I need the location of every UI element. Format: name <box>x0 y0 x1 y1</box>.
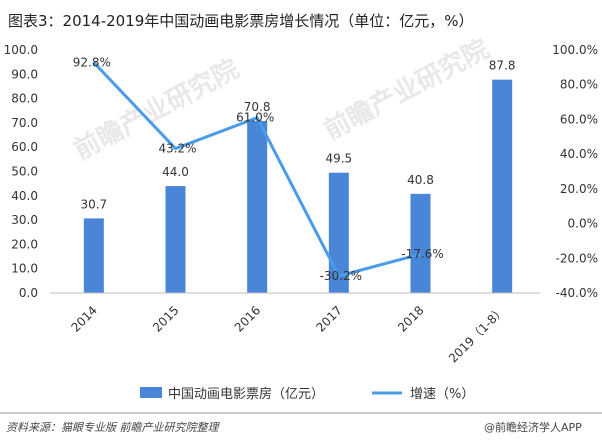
bar-data-label: 44.0 <box>162 165 189 179</box>
bar <box>247 120 268 294</box>
line-data-label: 43.2% <box>158 142 196 156</box>
y-right-tick-label: 80.0% <box>560 78 598 92</box>
y-left-tick-label: 30.0 <box>11 213 38 227</box>
bar <box>83 218 104 293</box>
y-left-tick-label: 70.0 <box>11 116 38 130</box>
y-left-tick-label: 0.0 <box>19 286 38 300</box>
x-tick-label: 2015 <box>150 303 181 334</box>
y-right-tick-label: 20.0% <box>560 182 598 196</box>
y-left-tick-label: 50.0 <box>11 165 38 179</box>
bar-data-label: 70.8 <box>244 100 271 114</box>
footer-brand: @前瞻经济学人APP <box>484 420 582 434</box>
bar-series: 30.7 44.0 70.8 49.5 40.8 87.8 <box>80 59 516 294</box>
chart-title: 图表3：2014-2019年中国动画电影票房增长情况（单位：亿元，%） <box>8 12 474 30</box>
y-left-tick-label: 60.0 <box>11 140 38 154</box>
bar-data-label: 40.8 <box>407 173 434 187</box>
y-right-tick-label: 40.0% <box>560 147 598 161</box>
y-left-tick-label: 80.0 <box>11 92 38 106</box>
x-tick-label: 2018 <box>395 303 426 334</box>
watermark-left: 前瞻产业研究院 <box>69 53 244 166</box>
legend-swatch-bar <box>140 387 162 398</box>
y-right-tick-label: 60.0% <box>560 112 598 126</box>
legend-label-bar: 中国动画电影票房（亿元） <box>168 386 324 402</box>
line-data-label: -17.6% <box>401 247 443 261</box>
y-right-tick-label: -20.0% <box>556 251 598 265</box>
bar-data-label: 87.8 <box>489 59 516 73</box>
line-data-label: 92.8% <box>73 55 111 69</box>
y-axis-right: -40.0% -20.0% 0.0% 20.0% 40.0% 60.0% 80.0% 100.… <box>552 43 598 300</box>
bar-data-label: 49.5 <box>325 152 352 166</box>
y-left-tick-label: 90.0 <box>11 67 38 81</box>
watermark-right: 前瞻产业研究院 <box>319 33 494 146</box>
y-left-tick-label: 100.0 <box>4 43 38 57</box>
y-left-tick-label: 20.0 <box>11 237 38 251</box>
growth-line <box>92 61 421 278</box>
line-data-label: -30.2% <box>320 269 362 283</box>
bar <box>492 79 513 293</box>
footer-source: 资料来源：猫眼专业版 前瞻产业研究院整理 <box>6 421 220 434</box>
watermark-group: 前瞻产业研究院 前瞻产业研究院 <box>69 33 494 166</box>
bar <box>165 186 186 293</box>
y-right-tick-label: 0.0% <box>568 217 599 231</box>
legend: 中国动画电影票房（亿元） 增速（%） <box>140 386 474 402</box>
bar <box>410 193 431 293</box>
x-tick-label: 2016 <box>232 303 263 334</box>
x-axis: 2014 2015 2016 2017 2018 2019（1-8） <box>50 292 540 366</box>
x-tick-label: 2019（1-8） <box>446 303 508 365</box>
y-left-tick-label: 10.0 <box>11 262 38 276</box>
y-right-tick-label: 100.0% <box>552 43 598 57</box>
x-tick-label: 2017 <box>313 303 344 334</box>
line-series: 92.8% 43.2% 61.0% -30.2% -17.6% <box>73 55 444 282</box>
y-left-tick-label: 40.0 <box>11 189 38 203</box>
x-tick-label: 2014 <box>68 303 99 334</box>
bar-data-label: 30.7 <box>80 197 107 211</box>
line-data-label: 61.0% <box>236 111 274 125</box>
bar <box>328 172 349 293</box>
legend-label-line: 增速（%） <box>410 387 474 402</box>
y-axis-left: 0.0 10.0 20.0 30.0 40.0 50.0 60.0 70.0 80.0 90.0 1… <box>4 43 38 300</box>
y-right-tick-label: -40.0% <box>556 286 598 300</box>
